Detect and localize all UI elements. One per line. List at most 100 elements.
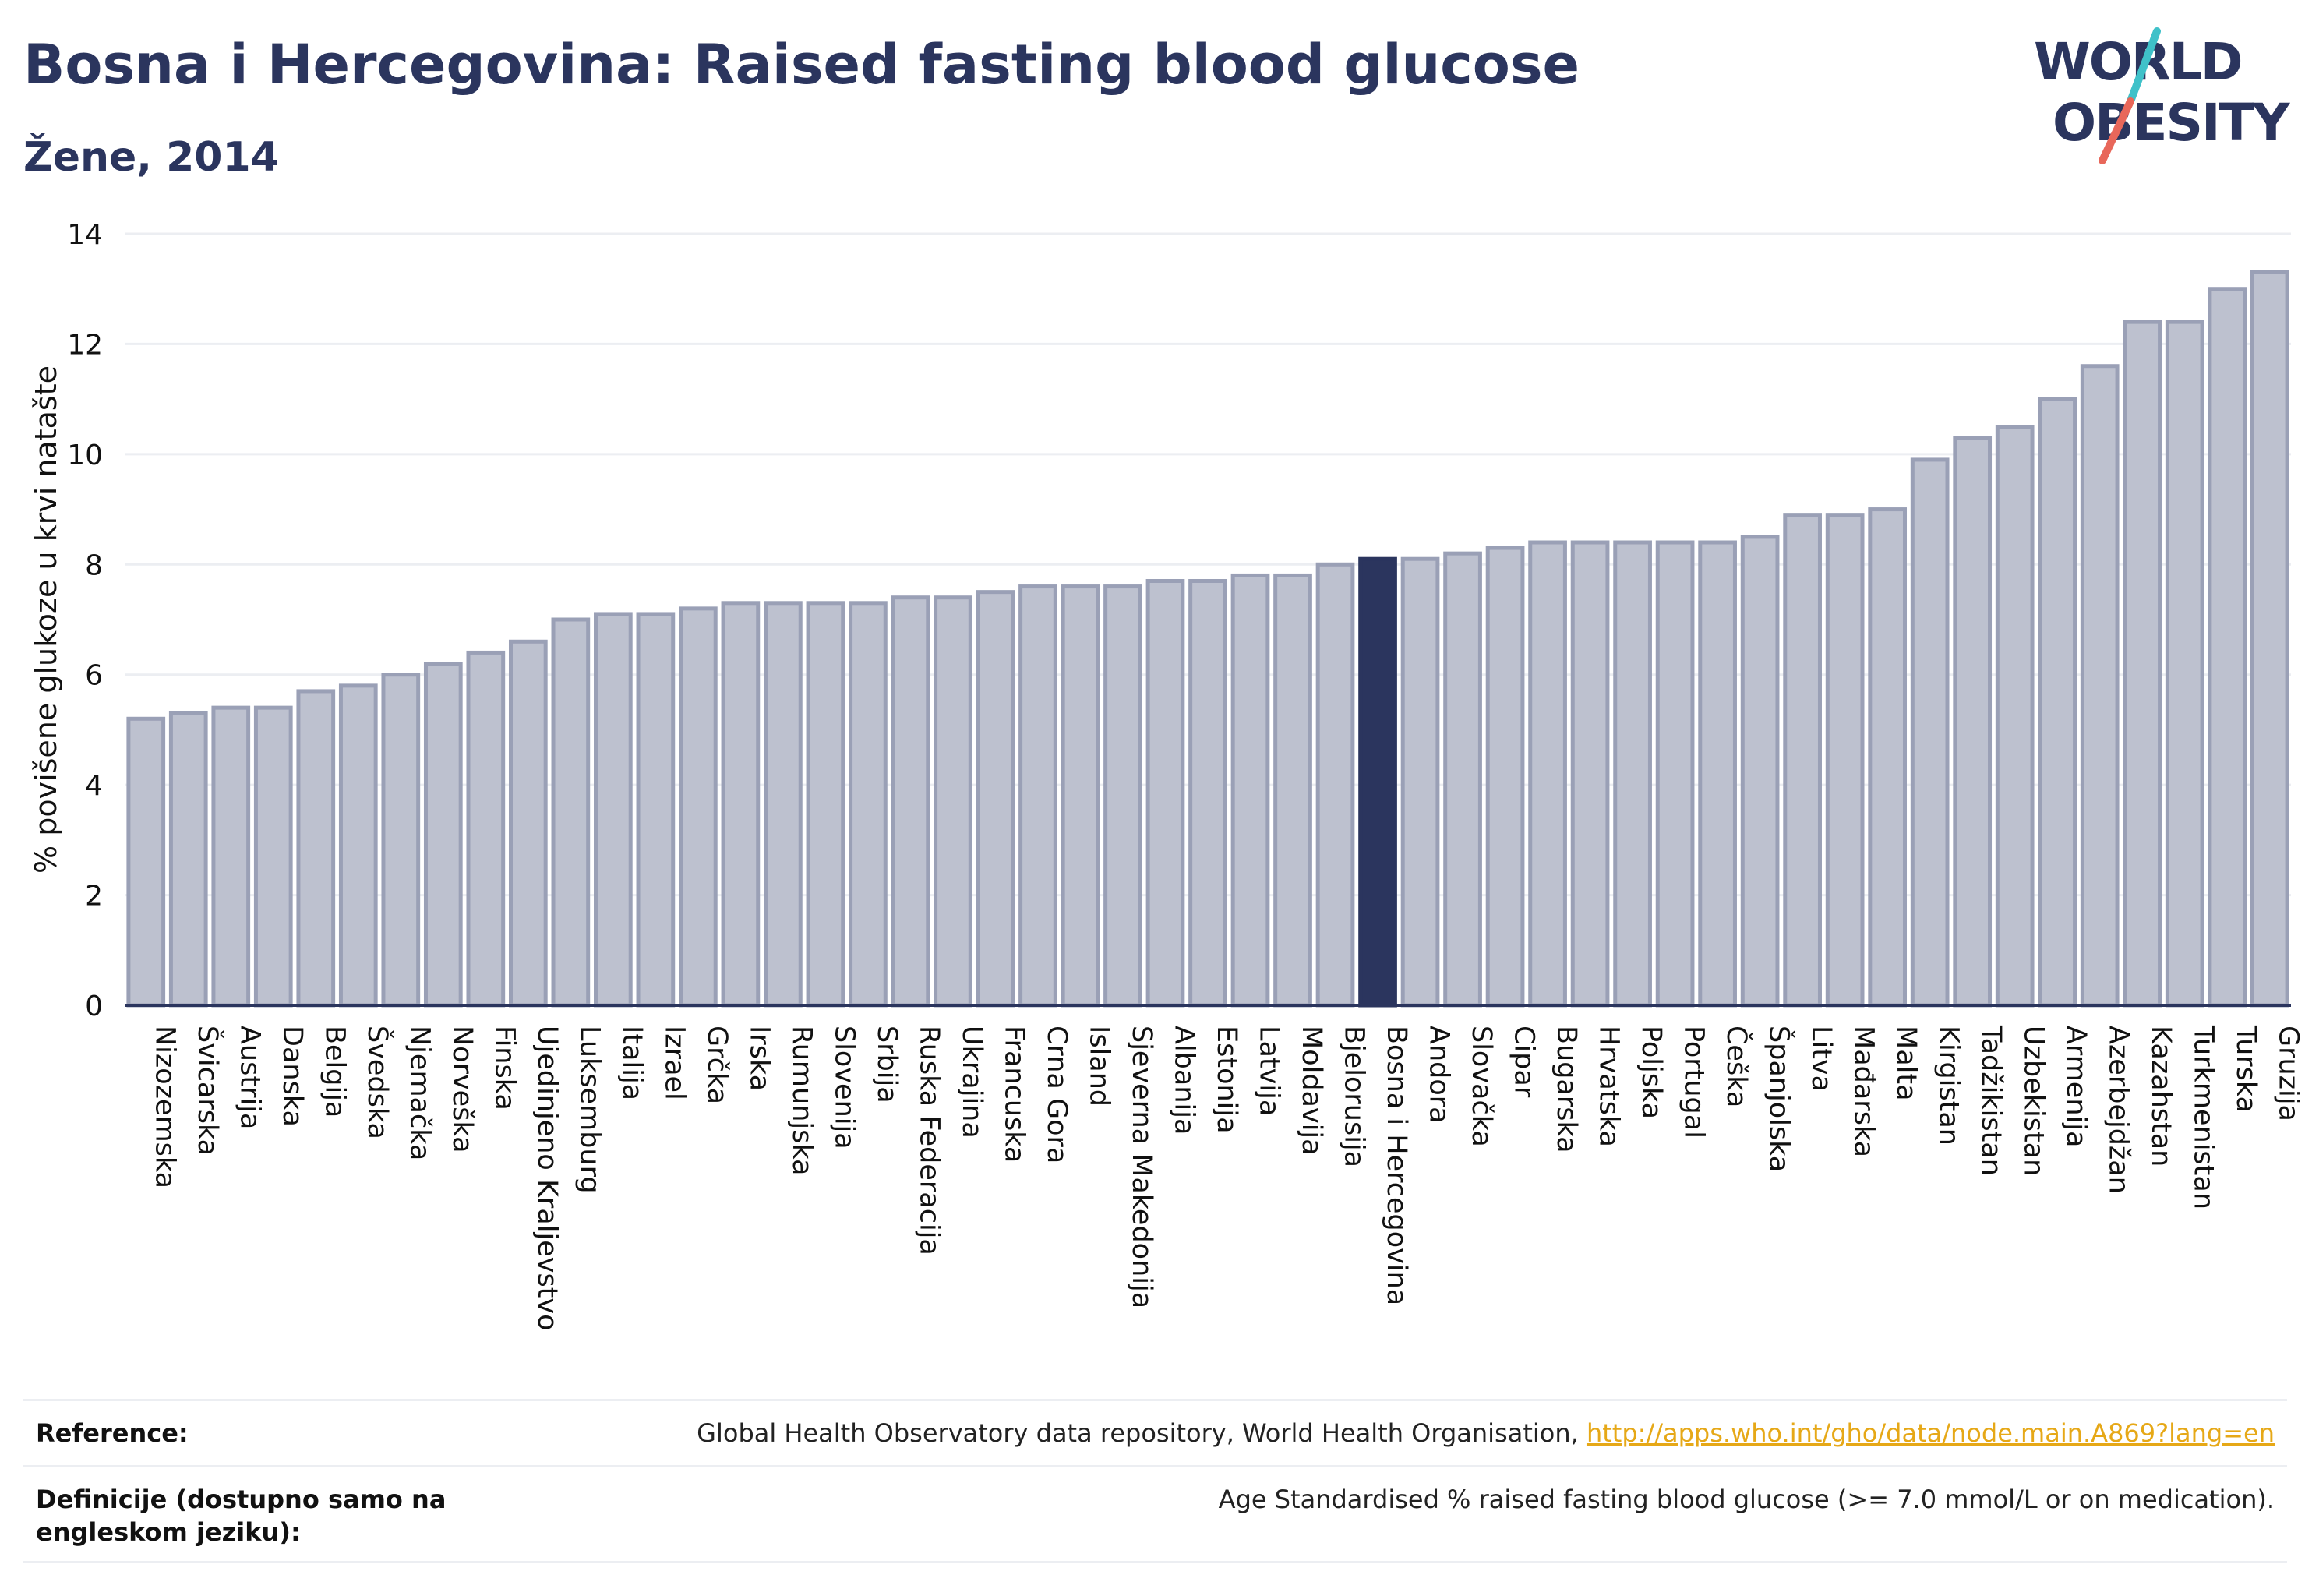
x-tick-label: Nizozemska [149,1026,180,1188]
x-tick-label: Ujedinjeno Kraljevstvo [531,1026,563,1331]
x-tick-label: Slovenija [828,1026,860,1149]
x-tick-label: Izrael [658,1026,690,1100]
x-tick-label: Armenija [2060,1026,2091,1147]
x-tick-label: Bosna i Hercegovina [1381,1026,1412,1305]
bar[interactable] [2038,397,2077,1008]
bar[interactable] [679,606,718,1008]
y-tick-label: 12 [67,329,103,361]
x-tick-label: Latvija [1254,1026,1285,1116]
x-tick-label: Estonija [1211,1026,1242,1134]
bar[interactable] [381,673,421,1008]
x-tick-label: Rumunjska [786,1026,817,1175]
reference-table: Reference: Global Health Observatory dat… [23,1399,2287,1563]
x-tick-label: Island [1083,1026,1114,1107]
bar[interactable] [1485,546,1525,1008]
logo-word-obesity: OBESITY [2053,93,2291,153]
bar[interactable] [806,601,845,1008]
bar[interactable] [1740,535,1780,1008]
bar[interactable] [1655,540,1695,1008]
bar-highlight[interactable] [1358,556,1397,1008]
bar[interactable] [976,590,1015,1008]
x-tick-label: Uzbekistan [2018,1026,2049,1176]
reference-row: Reference: Global Health Observatory dat… [23,1399,2287,1465]
x-tick-label: Andora [1424,1026,1455,1124]
definition-value: Age Standardised % raised fasting blood … [1218,1485,2275,1514]
x-tick-label: Norveška [447,1026,478,1153]
bar[interactable] [1698,540,1737,1008]
x-tick-label: Španjolska [1763,1026,1796,1172]
tick-labels: 0 2 4 6 8 10 12 14 Nizozemska Švicarska Austrija Da… [67,219,2304,1331]
chart-subtitle: Žene, 2014 [23,134,279,181]
world-obesity-logo[interactable]: WORLD OBESITY [2034,23,2291,171]
bar[interactable] [168,711,208,1008]
bar[interactable] [594,612,633,1008]
y-tick-label: 6 [85,660,103,692]
bar[interactable] [764,601,803,1008]
bar[interactable] [2208,287,2247,1008]
bar[interactable] [296,689,336,1008]
bar[interactable] [1868,507,1908,1008]
bar[interactable] [253,705,293,1008]
bar[interactable] [466,650,506,1008]
y-tick-label: 4 [85,770,103,802]
logo-slash-teal [2127,27,2161,105]
bar[interactable] [1145,579,1185,1008]
x-tick-label: Hrvatska [1594,1026,1625,1147]
bar[interactable] [1613,540,1652,1008]
bars [126,270,2289,1008]
x-tick-label: Ruska Federacija [913,1026,944,1255]
x-tick-label: Kazahstan [2145,1026,2176,1167]
y-tick-label: 0 [85,990,103,1022]
bar[interactable] [1570,540,1610,1008]
x-tick-label: Poljska [1636,1026,1667,1119]
chart-title: Bosna i Hercegovina: Raised fasting bloo… [23,33,1580,97]
bar[interactable] [2080,364,2120,1008]
x-tick-label: Moldavija [1296,1026,1327,1156]
bar[interactable] [1443,551,1482,1008]
x-tick-label: Crna Gora [1041,1026,1072,1163]
bar[interactable] [338,683,378,1008]
x-tick-label: Italija [616,1026,648,1100]
y-tick-label: 2 [85,881,103,913]
x-tick-label: Bjelorusija [1339,1026,1370,1167]
x-tick-label: Litva [1806,1026,1837,1092]
bar[interactable] [1825,513,1865,1008]
bar[interactable] [891,595,930,1008]
bar-chart: 0 2 4 6 8 10 12 14 Nizozemska Švicarska Austrija Da… [29,219,2304,1331]
bar[interactable] [934,595,972,1008]
bar[interactable] [636,612,676,1008]
bar[interactable] [126,716,166,1008]
bar[interactable] [1188,579,1227,1008]
bar[interactable] [211,705,251,1008]
x-tick-label: Bugarska [1551,1026,1582,1153]
bar[interactable] [721,601,761,1008]
logo-slash-coral [2099,97,2134,164]
y-axis-label: % povišene glukoze u krvi natašte [29,365,63,874]
bar[interactable] [2250,270,2289,1008]
bar[interactable] [2123,320,2162,1008]
bar[interactable] [423,662,463,1008]
bar[interactable] [1528,540,1567,1008]
bar[interactable] [1103,584,1142,1008]
bar[interactable] [1400,556,1440,1008]
bar[interactable] [1995,425,2035,1008]
bar[interactable] [1273,573,1312,1008]
reference-link[interactable]: http://apps.who.int/gho/data/node.main.A… [1586,1418,2275,1448]
definition-label: Definicije (dostupno samo na engleskom j… [36,1485,447,1547]
bar[interactable] [1018,584,1057,1008]
bar[interactable] [1061,584,1100,1008]
bar[interactable] [849,601,888,1008]
bar[interactable] [508,639,548,1008]
x-tick-label: Švedska [362,1026,394,1139]
bar[interactable] [551,617,591,1008]
x-tick-label: Turkmenistan [2188,1025,2219,1209]
x-tick-label: Mađarska [1848,1026,1880,1157]
bar[interactable] [1910,457,1950,1008]
bar[interactable] [1783,513,1822,1008]
x-tick-label: Grčka [701,1026,732,1104]
bar[interactable] [1315,562,1355,1008]
bar[interactable] [1953,436,1993,1008]
bar[interactable] [1230,573,1270,1008]
x-tick-label: Azerbejdžan [2103,1026,2134,1194]
bar[interactable] [2165,320,2204,1008]
